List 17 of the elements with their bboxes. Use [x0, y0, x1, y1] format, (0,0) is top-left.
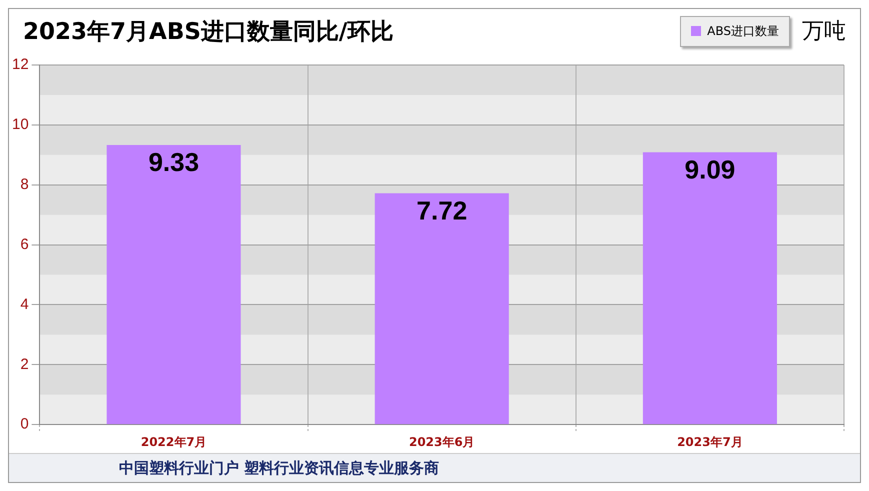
y-tick-label: 4: [20, 296, 29, 313]
legend-label: ABS进口数量: [707, 22, 779, 40]
data-label: 9.09: [684, 154, 736, 184]
chart-title: 2023年7月ABS进口数量同比/环比: [23, 18, 394, 46]
y-tick-label: 10: [12, 116, 29, 134]
y-tick-label: 2: [20, 356, 29, 373]
text: 中国塑料行业门户 塑料行业资讯信息专业服务商: [119, 458, 440, 478]
data-label: 9.33: [148, 147, 200, 178]
y-tick-label: 6: [20, 236, 29, 253]
y-tick-label: 8: [20, 176, 29, 194]
data-label: 7.72: [416, 195, 468, 226]
x-tick-label: 2023年7月: [677, 434, 743, 449]
y-tick-label: 0: [20, 416, 29, 433]
y-axis-title: 万吨: [802, 18, 846, 46]
x-tick-label: 2022年7月: [140, 434, 207, 449]
y-tick-label: 12: [12, 56, 29, 74]
x-tick-label: 2023年6月: [408, 434, 475, 449]
